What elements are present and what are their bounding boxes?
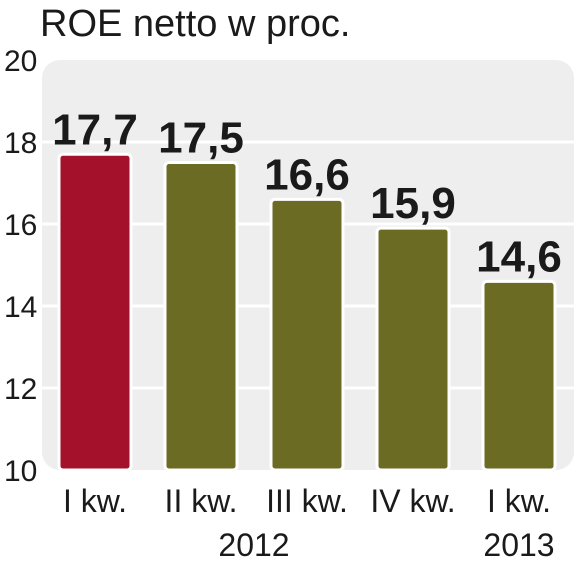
x-category-label: III kw. xyxy=(266,483,348,519)
bars xyxy=(57,152,557,472)
y-tick-label: 10 xyxy=(4,455,37,488)
x-category-label: I kw. xyxy=(63,483,127,519)
x-axis-years: 2012 2013 xyxy=(218,527,554,563)
bar-value-label: 17,5 xyxy=(158,114,244,163)
chart-title: ROE netto w proc. xyxy=(40,3,350,45)
bar xyxy=(269,197,345,472)
x-axis-categories: I kw. II kw. III kw. IV kw. I kw. xyxy=(63,483,551,519)
bar xyxy=(481,279,557,472)
bar xyxy=(375,226,451,472)
y-tick-label: 14 xyxy=(4,291,37,324)
bar-value-label: 14,6 xyxy=(476,232,562,281)
y-tick-label: 12 xyxy=(4,373,37,406)
y-tick-label: 18 xyxy=(4,127,37,160)
value-labels: 17,7 17,5 16,6 15,9 14,6 xyxy=(52,105,562,281)
x-year-label: 2013 xyxy=(483,527,554,563)
y-tick-label: 16 xyxy=(4,209,37,242)
y-tick-label: 20 xyxy=(4,45,37,78)
bar-value-label: 15,9 xyxy=(370,179,456,228)
x-category-label: I kw. xyxy=(487,483,551,519)
bar xyxy=(163,161,239,472)
x-category-label: IV kw. xyxy=(370,483,455,519)
x-category-label: II kw. xyxy=(165,483,238,519)
bar-value-label: 17,7 xyxy=(52,105,138,154)
x-year-label: 2012 xyxy=(218,527,289,563)
bar xyxy=(57,152,133,472)
bar-value-label: 16,6 xyxy=(264,150,350,199)
y-axis-ticks: 10 12 14 16 18 20 xyxy=(4,45,37,488)
